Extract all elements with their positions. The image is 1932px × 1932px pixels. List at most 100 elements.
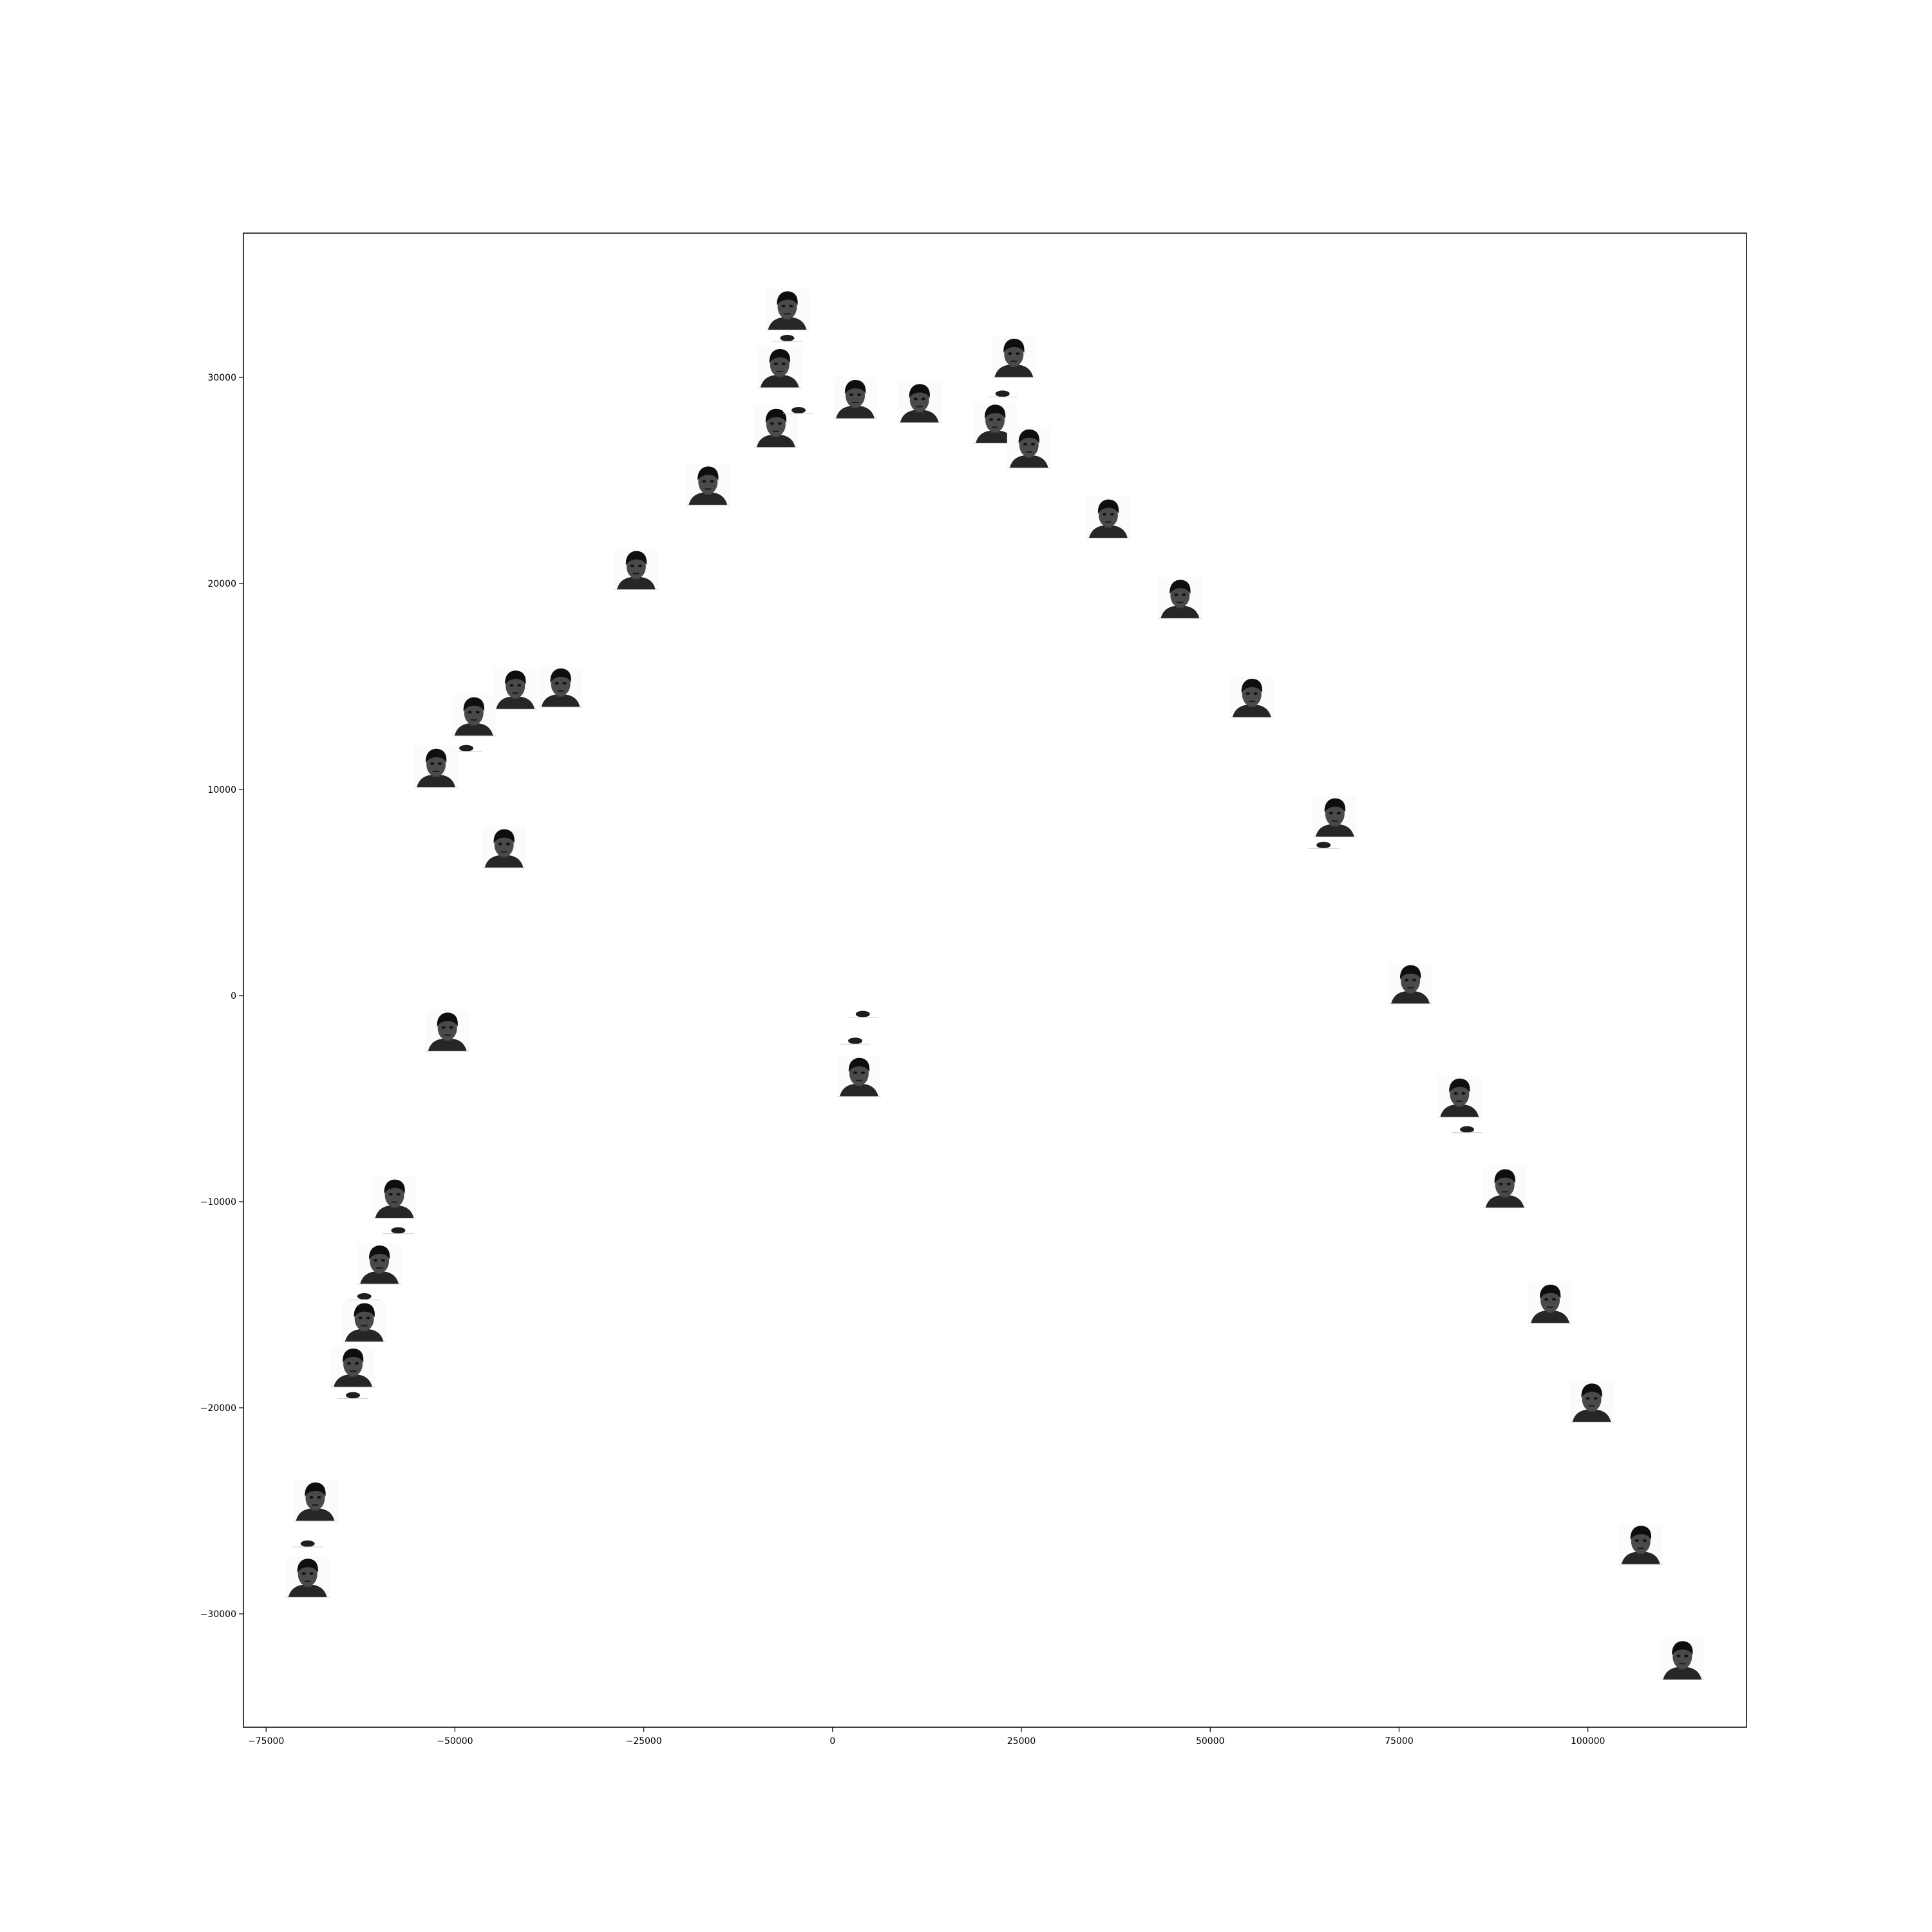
data-point [331,1346,375,1388]
data-point [753,406,798,448]
left-eye-icon [1544,1298,1549,1301]
right-eye-icon [1336,811,1341,815]
left-eye-icon [1102,513,1106,516]
y-tick-label: 30000 [207,373,236,383]
right-eye-icon [355,1362,359,1365]
shoulders-icon [334,1374,373,1387]
right-eye-icon [506,842,510,846]
left-eye-icon [309,1496,314,1499]
left-eye-icon [773,363,778,365]
data-point [837,1055,881,1097]
hair-icon [426,748,447,763]
face-fragment-icon [391,1227,406,1234]
hair-icon [765,408,787,423]
face-fragment-icon [346,1392,361,1399]
right-eye-icon [438,762,442,765]
left-eye-icon [374,1259,378,1262]
shoulders-icon [417,774,456,788]
right-eye-icon [921,397,925,401]
left-eye-icon [468,710,472,714]
data-point [1158,577,1202,619]
data-point [686,464,730,506]
shoulders-icon [541,694,580,707]
shoulders-icon [1440,1104,1479,1117]
right-eye-icon [997,418,1001,421]
shoulders-icon [756,434,795,448]
shoulders-icon [1160,605,1200,619]
y-axis: −30000 −20000 −10000 0 10000 20000 30000 [200,373,243,1620]
hair-icon [354,1303,375,1318]
hair-icon [384,1179,405,1194]
data-point [897,381,942,423]
left-eye-icon [1634,1539,1639,1542]
right-eye-icon [309,1572,314,1575]
left-eye-icon [770,422,774,425]
data-point [372,1177,417,1219]
left-eye-icon [388,1193,393,1196]
right-eye-icon [710,480,714,483]
y-tick-label: −10000 [200,1197,236,1208]
y-tick-label: 0 [231,991,236,1001]
data-point [348,1292,380,1300]
right-eye-icon [1642,1539,1647,1542]
right-eye-icon [317,1496,321,1499]
shoulders-icon [836,406,875,419]
left-eye-icon [1586,1397,1590,1400]
y-tick-label: 20000 [207,579,236,589]
hair-icon [1494,1169,1515,1184]
shoulders-icon [1572,1409,1611,1423]
right-eye-icon [857,393,862,396]
right-eye-icon [517,684,522,687]
data-point [342,1300,386,1343]
data-point [292,1539,323,1548]
data-point [973,402,1017,444]
x-tick-label: 100000 [1571,1736,1605,1747]
face-fragment-icon [791,407,806,413]
data-point [847,1009,878,1018]
face-fragment-icon [1316,842,1331,849]
shoulders-icon [496,696,535,710]
data-point [1660,1638,1705,1680]
hair-icon [1324,798,1346,813]
left-eye-icon [913,397,918,401]
hair-icon [1170,580,1191,594]
x-tick-label: 25000 [1007,1736,1036,1747]
x-tick-label: −25000 [625,1736,661,1747]
data-point [1086,497,1130,539]
left-eye-icon [1245,692,1250,695]
data-point [1482,1166,1527,1209]
data-point [383,1226,414,1235]
hair-icon [343,1349,364,1363]
shoulders-icon [360,1271,399,1284]
x-tick-label: 50000 [1196,1736,1225,1747]
left-eye-icon [358,1316,363,1320]
hair-icon [1672,1641,1693,1656]
shoulders-icon [1621,1551,1660,1565]
hair-icon [493,829,515,844]
right-eye-icon [396,1193,401,1196]
left-eye-icon [441,1026,446,1029]
y-tick-label: 10000 [207,785,236,795]
shoulders-icon [839,1083,878,1097]
left-eye-icon [1499,1182,1503,1186]
hair-icon [1449,1078,1470,1093]
data-point [425,1010,469,1052]
shoulders-icon [1088,525,1128,538]
left-eye-icon [849,393,854,396]
data-point [757,346,802,388]
left-eye-icon [509,684,514,687]
right-eye-icon [1461,1092,1466,1095]
hair-icon [369,1245,390,1260]
hair-icon [1539,1284,1561,1299]
hair-icon [1018,429,1040,444]
shoulders-icon [296,1508,335,1521]
data-point [992,336,1036,378]
shoulders-icon [1009,455,1048,468]
shoulders-icon [760,375,799,388]
data-point [285,1556,330,1598]
hair-icon [848,1057,870,1072]
right-eye-icon [1016,352,1020,355]
hair-icon [1581,1383,1602,1398]
x-tick-label: 0 [829,1736,835,1747]
right-eye-icon [562,682,567,685]
